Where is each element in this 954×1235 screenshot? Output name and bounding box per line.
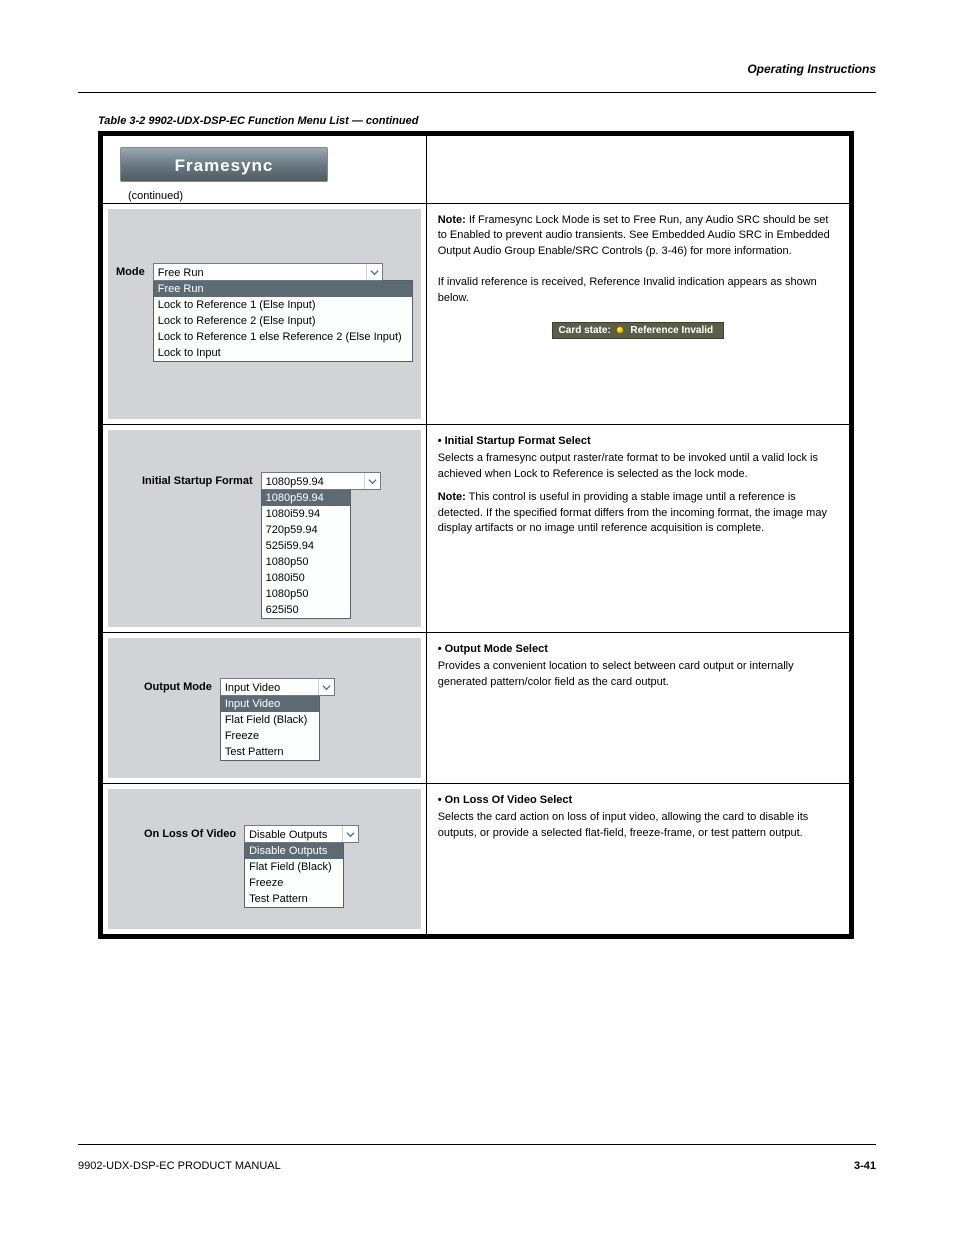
chevron-down-icon xyxy=(318,679,334,695)
mode-option[interactable]: Lock to Reference 1 else Reference 2 (El… xyxy=(154,329,412,345)
header-rule xyxy=(78,92,876,93)
on-loss-cell-left: On Loss Of Video Disable Outputs Disable… xyxy=(101,784,427,937)
tab-cell-right xyxy=(426,134,851,204)
chevron-down-icon xyxy=(342,826,358,842)
on-loss-combo-value: Disable Outputs xyxy=(245,826,345,844)
on-loss-option[interactable]: Test Pattern xyxy=(245,891,343,907)
startup-option[interactable]: 1080p50 xyxy=(262,554,350,570)
output-mode-panel: Output Mode Input Video Input Video Flat xyxy=(108,638,421,778)
output-mode-dropdown[interactable]: Input Video Flat Field (Black) Freeze Te… xyxy=(220,695,320,761)
mode-option[interactable]: Free Run xyxy=(154,281,412,297)
startup-right-body: Selects a framesync output raster/rate f… xyxy=(428,449,848,490)
output-mode-cell-left: Output Mode Input Video Input Video Flat xyxy=(101,633,427,784)
chevron-down-icon xyxy=(364,473,380,489)
on-loss-option[interactable]: Flat Field (Black) xyxy=(245,859,343,875)
on-loss-panel: On Loss Of Video Disable Outputs Disable… xyxy=(108,789,421,929)
output-mode-option[interactable]: Input Video xyxy=(221,696,319,712)
mode-combo-value: Free Run xyxy=(154,264,222,282)
startup-label: Initial Startup Format xyxy=(142,475,253,487)
on-loss-option[interactable]: Freeze xyxy=(245,875,343,891)
mode-panel: Mode Free Run Free Run Lock to Reference xyxy=(108,209,421,419)
output-mode-option[interactable]: Flat Field (Black) xyxy=(221,712,319,728)
footer-right: 3-41 xyxy=(854,1160,876,1172)
mode-label: Mode xyxy=(116,266,145,278)
startup-combo[interactable]: 1080p59.94 xyxy=(261,472,381,490)
warning-dot-icon xyxy=(616,326,624,334)
startup-panel: Initial Startup Format 1080p59.94 1080p5… xyxy=(108,430,421,627)
output-mode-option[interactable]: Freeze xyxy=(221,728,319,744)
startup-right-note: Note: This control is useful in providin… xyxy=(428,490,848,544)
output-mode-right-body: Provides a convenient location to select… xyxy=(428,657,848,698)
function-menu-table: Framesync (continued) Mode Free Run xyxy=(98,131,854,939)
footer-rule xyxy=(78,1144,876,1145)
card-state-status: Card state: Reference Invalid xyxy=(552,322,725,339)
framesync-tab[interactable]: Framesync xyxy=(120,147,328,182)
mode-dropdown[interactable]: Free Run Lock to Reference 1 (Else Input… xyxy=(153,280,413,362)
startup-right-heading: • Initial Startup Format Select xyxy=(428,426,848,449)
on-loss-label: On Loss Of Video xyxy=(144,828,236,840)
chevron-down-icon xyxy=(366,264,382,280)
output-mode-cell-right: • Output Mode Select Provides a convenie… xyxy=(426,633,851,784)
startup-cell-left: Initial Startup Format 1080p59.94 1080p5… xyxy=(101,425,427,633)
on-loss-right-heading: • On Loss Of Video Select xyxy=(428,785,848,808)
startup-option[interactable]: 720p59.94 xyxy=(262,522,350,538)
startup-combo-value: 1080p59.94 xyxy=(262,473,342,491)
output-mode-label: Output Mode xyxy=(144,681,212,693)
output-mode-option[interactable]: Test Pattern xyxy=(221,744,319,760)
startup-option[interactable]: 525i59.94 xyxy=(262,538,350,554)
startup-dropdown[interactable]: 1080p59.94 1080i59.94 720p59.94 525i59.9… xyxy=(261,489,351,619)
tab-cell: Framesync (continued) xyxy=(101,134,427,204)
startup-cell-right: • Initial Startup Format Select Selects … xyxy=(426,425,851,633)
output-mode-combo-value: Input Video xyxy=(221,679,298,697)
startup-option[interactable]: 1080i59.94 xyxy=(262,506,350,522)
mode-combo[interactable]: Free Run xyxy=(153,263,383,281)
mode-option[interactable]: Lock to Reference 2 (Else Input) xyxy=(154,313,412,329)
output-mode-right-heading: • Output Mode Select xyxy=(428,634,848,657)
header-section-title: Operating Instructions xyxy=(747,62,876,76)
mode-option[interactable]: Lock to Reference 1 (Else Input) xyxy=(154,297,412,313)
on-loss-combo[interactable]: Disable Outputs xyxy=(244,825,359,843)
tab-subtitle: (continued) xyxy=(104,190,425,202)
mode-cell-left: Mode Free Run Free Run Lock to Reference xyxy=(101,204,427,425)
startup-option[interactable]: 625i50 xyxy=(262,602,350,618)
startup-option[interactable]: 1080p50 xyxy=(262,586,350,602)
startup-option[interactable]: 1080p59.94 xyxy=(262,490,350,506)
framesync-tab-label: Framesync xyxy=(175,156,274,175)
on-loss-option[interactable]: Disable Outputs xyxy=(245,843,343,859)
on-loss-dropdown[interactable]: Disable Outputs Flat Field (Black) Freez… xyxy=(244,842,344,908)
card-state-value: Reference Invalid xyxy=(630,325,713,336)
mode-cell-right: Note: If Framesync Lock Mode is set to F… xyxy=(426,204,851,425)
on-loss-right-body: Selects the card action on loss of input… xyxy=(428,808,848,849)
startup-option[interactable]: 1080i50 xyxy=(262,570,350,586)
status-prompt: If invalid reference is received, Refere… xyxy=(428,267,848,314)
mode-note: Note: If Framesync Lock Mode is set to F… xyxy=(428,205,848,267)
on-loss-cell-right: • On Loss Of Video Select Selects the ca… xyxy=(426,784,851,937)
footer-left: 9902-UDX-DSP-EC PRODUCT MANUAL xyxy=(78,1160,281,1172)
card-state-label: Card state: xyxy=(559,325,611,336)
output-mode-combo[interactable]: Input Video xyxy=(220,678,335,696)
table-caption: Table 3-2 9902-UDX-DSP-EC Function Menu … xyxy=(98,115,418,127)
mode-option[interactable]: Lock to Input xyxy=(154,345,412,361)
